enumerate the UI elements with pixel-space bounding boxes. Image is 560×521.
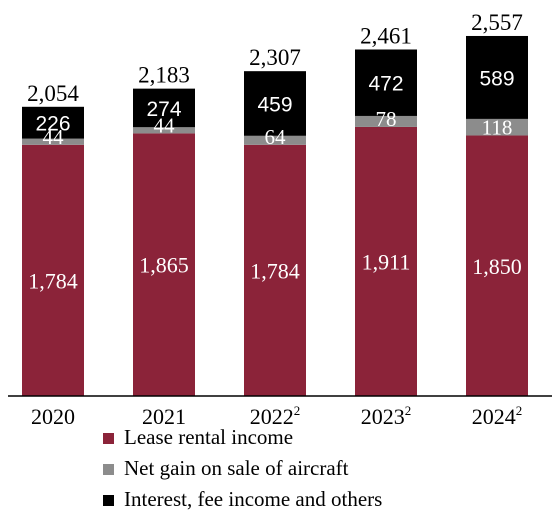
bar-segment [355,115,417,127]
bar-segment [466,135,528,396]
segment-labels-group: 1,784442261,865442741,784644591,91178472… [28,67,522,293]
segment-value-label: 1,784 [28,268,78,293]
bar-segment [244,71,306,136]
total-value-label: 2,054 [27,81,79,106]
legend-label: Lease rental income [124,425,293,449]
bar-segment [22,138,84,145]
legend: Lease rental income Net gain on sale of a… [103,425,382,511]
segment-value-label: 78 [376,107,397,131]
legend-label: Interest, fee income and others [124,487,382,511]
total-value-label: 2,307 [249,45,301,70]
x-tick-label: 20232 [361,403,412,429]
bar-segment [133,88,195,128]
bar-segment [133,127,195,134]
legend-swatch [103,495,114,506]
segment-value-label: 274 [146,98,181,121]
segment-value-label: 226 [35,113,70,136]
bar-segment [133,133,195,396]
total-value-label: 2,557 [471,10,523,35]
total-value-label: 2,461 [360,23,412,48]
x-tick-label: 20222 [250,403,301,429]
totals-group: 2,054 2,183 2,307 2,461 2,557 [27,10,523,106]
segment-value-label: 1,911 [362,249,411,274]
x-tick-label: 20242 [472,403,523,429]
legend-swatch [103,464,114,475]
legend-label: Net gain on sale of aircraft [124,456,349,480]
bars-group [22,35,528,396]
bar-segment [22,106,84,139]
legend-swatch [103,433,114,444]
x-tick-labels-group: 2020 2021 20222 20232 20242 [31,403,522,429]
segment-value-label: 118 [482,116,513,140]
x-tick-label: 2020 [31,404,75,429]
bar-segment [355,49,417,116]
segment-value-label: 44 [154,113,176,137]
segment-value-label: 472 [368,73,403,96]
bar-segment [244,135,306,145]
bar-segment [466,118,528,136]
segment-value-label: 1,865 [139,253,189,278]
total-value-label: 2,183 [138,63,190,88]
x-tick-label: 2021 [142,404,186,429]
bar-segment [466,35,528,119]
bar-segment [355,126,417,396]
segment-value-label: 1,850 [472,254,522,279]
segment-value-label: 1,784 [250,258,300,283]
bar-segment [244,144,306,396]
segment-value-label: 64 [265,125,287,149]
segment-value-label: 589 [479,67,514,90]
bar-segment [22,144,84,396]
segment-value-label: 44 [43,125,65,149]
segment-value-label: 459 [257,93,292,116]
